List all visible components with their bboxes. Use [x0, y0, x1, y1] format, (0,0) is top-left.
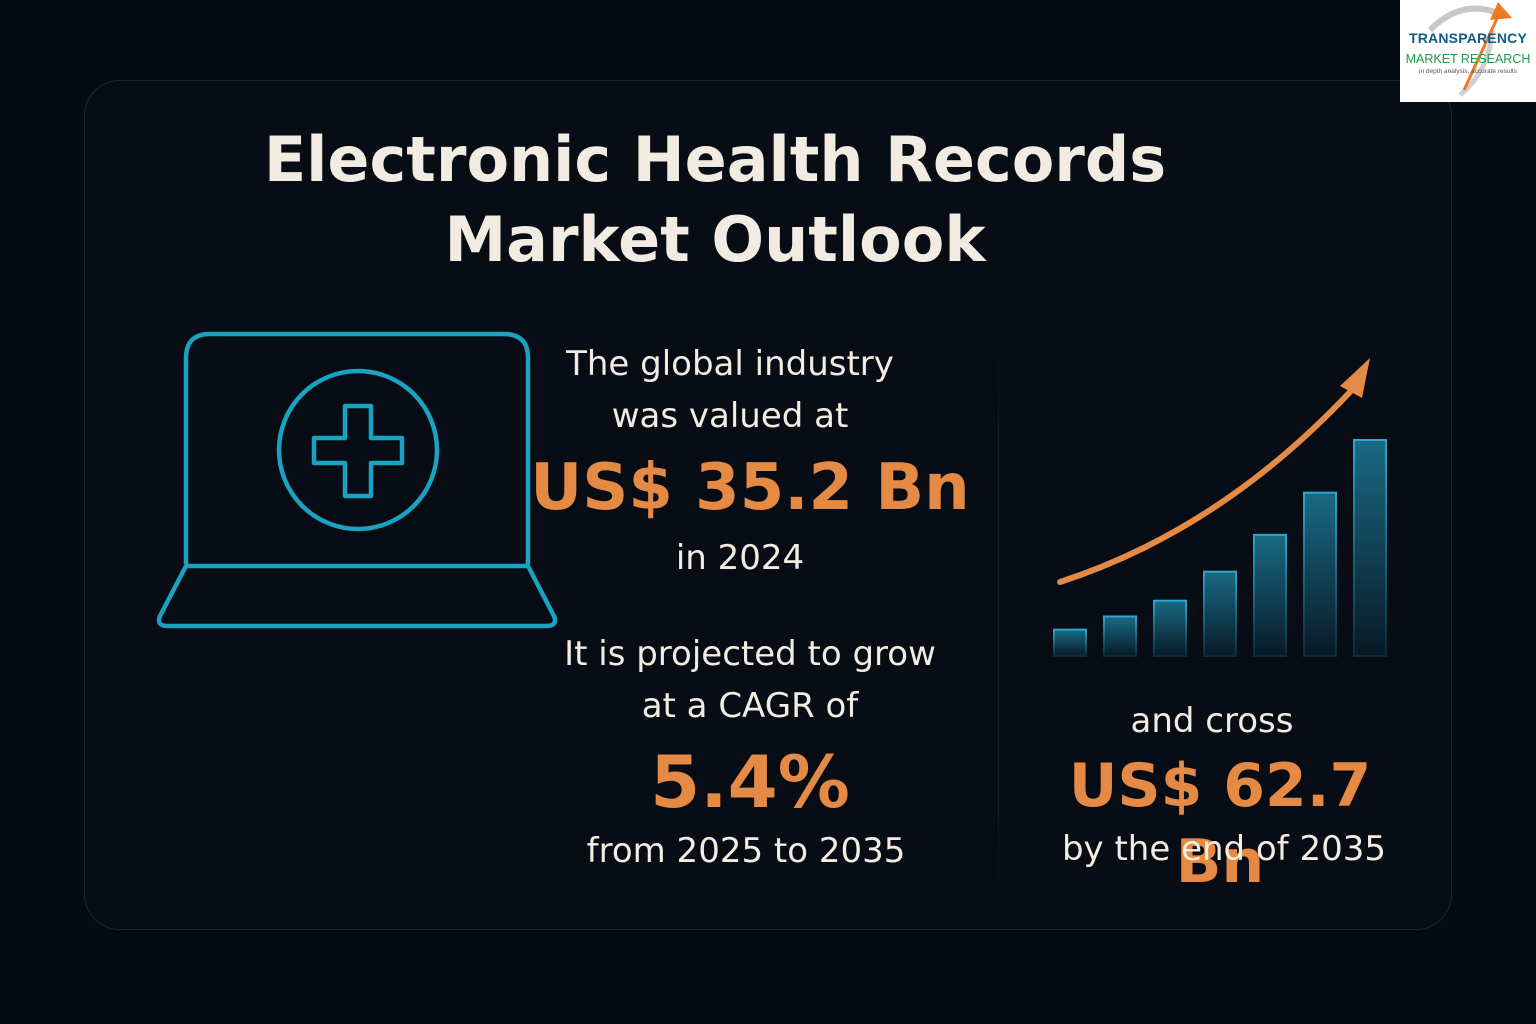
title-line-1: Electronic Health Records [263, 123, 1167, 196]
chart-bar-6 [1303, 491, 1337, 657]
cross-text: and cross [1130, 701, 1294, 741]
intro-line-1: The global industry [566, 344, 894, 384]
chart-bar-3 [1153, 599, 1187, 657]
trend-arrow-line [1057, 389, 1353, 585]
projection-line-2: at a CAGR of [641, 686, 859, 726]
chart-bar-4 [1203, 570, 1237, 658]
projection-text: It is projected to grow at a CAGR of [550, 628, 950, 732]
laptop-medical-icon [156, 331, 558, 629]
value-year: in 2024 [675, 538, 805, 578]
page-title: Electronic Health Records Market Outlook [180, 120, 1250, 280]
value-2035: US$ 62.7 Bn [1068, 751, 1372, 897]
chart-bar-1 [1053, 628, 1087, 658]
value-2035-caption: by the end of 2035 [1061, 829, 1387, 869]
cagr-value: 5.4% [650, 740, 850, 824]
logo-swoosh-icon [1427, 2, 1512, 97]
logo-tagline: in depth analysis, accurate results [1419, 68, 1517, 75]
projection-line-1: It is projected to grow [564, 634, 936, 674]
logo-text-2: MARKET RESEARCH [1405, 52, 1531, 66]
column-divider [998, 320, 999, 920]
outlook-card [84, 80, 1452, 930]
chart-bar-2 [1103, 615, 1137, 657]
chart-bar-5 [1253, 533, 1287, 657]
intro-line-2: was valued at [611, 396, 849, 436]
trend-arrow-head [1340, 358, 1370, 398]
intro-text: The global industry was valued at [530, 338, 930, 442]
company-logo: TRANSPARENCY MARKET RESEARCH in depth an… [1400, 0, 1536, 102]
chart-bar-7 [1353, 439, 1387, 657]
growth-chart-icon [1053, 358, 1387, 658]
logo-text-1: TRANSPARENCY [1408, 30, 1528, 46]
value-2024: US$ 35.2 Bn [530, 451, 970, 525]
title-line-2: Market Outlook [444, 203, 986, 276]
cagr-period: from 2025 to 2035 [586, 831, 906, 871]
